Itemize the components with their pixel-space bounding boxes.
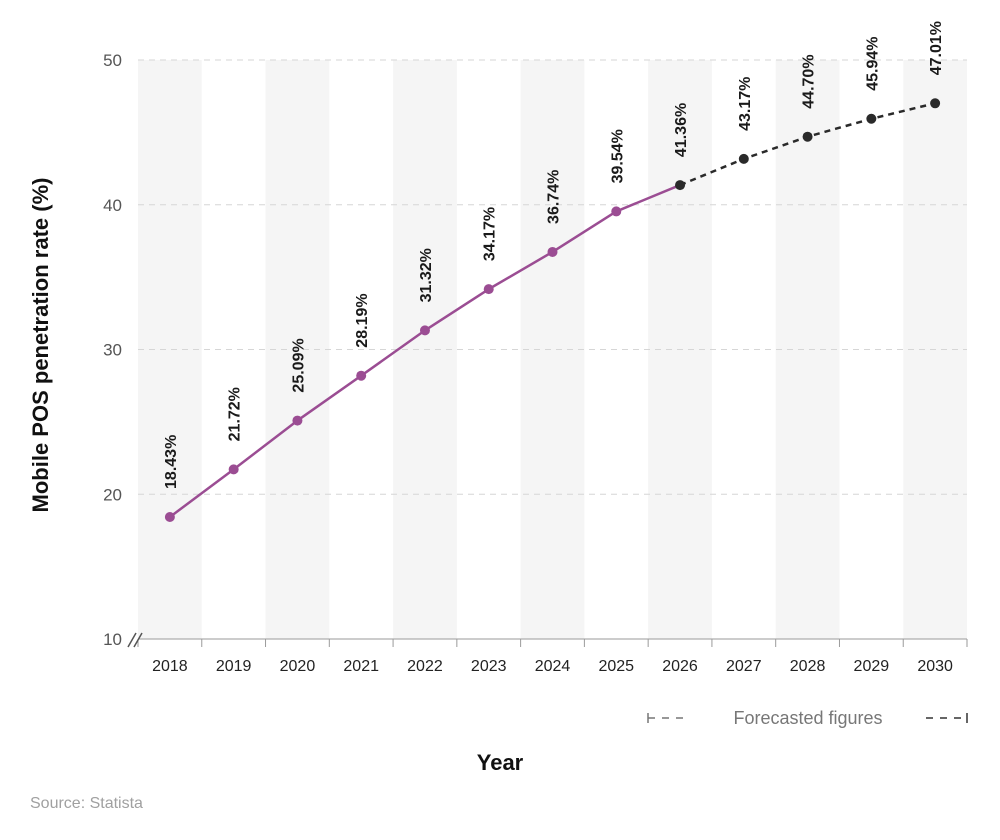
axis-break-icon <box>127 632 143 648</box>
data-points <box>164 98 941 522</box>
data-label-2024: 36.74% <box>546 170 563 224</box>
data-point-2023 <box>483 284 494 295</box>
band-2024 <box>520 60 585 639</box>
data-label-2018: 18.43% <box>163 435 180 489</box>
data-label-2027: 43.17% <box>737 77 754 131</box>
data-label-2029: 45.94% <box>864 37 881 91</box>
data-label-2021: 28.19% <box>354 293 371 347</box>
data-point-2022 <box>419 325 430 336</box>
x-axis-title: Year <box>477 750 524 775</box>
data-label-2026: 41.36% <box>673 103 690 157</box>
x-tick-2026: 2026 <box>662 658 698 675</box>
y-tick-20: 20 <box>103 485 122 504</box>
data-point-2020 <box>292 415 303 426</box>
x-tick-2025: 2025 <box>598 658 634 675</box>
y-tick-40: 40 <box>103 196 122 215</box>
data-point-2028 <box>802 131 813 142</box>
x-axis: 2018 2019 2020 2021 2022 2023 2024 2025 2026 2027… <box>127 632 968 675</box>
data-point-2019 <box>228 464 239 475</box>
data-point-2030 <box>930 98 941 109</box>
data-point-2024 <box>547 246 558 257</box>
x-tick-2018: 2018 <box>152 658 188 675</box>
data-label-2023: 34.17% <box>482 207 499 261</box>
legend-label: Forecasted figures <box>733 708 882 728</box>
data-label-2022: 31.32% <box>418 248 435 302</box>
x-tick-2019: 2019 <box>216 658 252 675</box>
data-point-2027 <box>738 153 749 164</box>
source-note: Source: Statista <box>30 795 143 812</box>
x-tick-2022: 2022 <box>407 658 443 675</box>
y-tick-50: 50 <box>103 51 122 70</box>
data-point-2029 <box>866 113 877 124</box>
y-tick-30: 30 <box>103 341 122 360</box>
data-labels: 18.43% 21.72% 25.09% 28.19% 31.32% 34.17% 36.7… <box>163 21 945 489</box>
band-2028 <box>775 60 840 639</box>
data-label-2020: 25.09% <box>290 338 307 392</box>
y-tick-10: 10 <box>103 630 122 649</box>
x-tick-2027: 2027 <box>726 658 762 675</box>
data-point-2026 <box>675 180 686 191</box>
data-point-2018 <box>164 511 175 522</box>
x-tick-2023: 2023 <box>471 658 507 675</box>
y-axis-title: Mobile POS penetration rate (%) <box>28 178 53 513</box>
x-tick-2021: 2021 <box>343 658 379 675</box>
x-tick-2029: 2029 <box>854 658 890 675</box>
data-point-2025 <box>611 206 622 217</box>
data-label-2019: 21.72% <box>227 387 244 441</box>
x-tick-2030: 2030 <box>917 658 953 675</box>
legend: Forecasted figures <box>647 708 968 728</box>
y-axis-ticks: 10 20 30 40 50 <box>103 51 122 649</box>
data-label-2028: 44.70% <box>801 54 818 108</box>
data-label-2030: 47.01% <box>928 21 945 75</box>
data-point-2021 <box>356 370 367 381</box>
x-tick-2024: 2024 <box>535 658 571 675</box>
band-2018 <box>138 60 202 639</box>
data-label-2025: 39.54% <box>609 129 626 183</box>
x-tick-2020: 2020 <box>280 658 316 675</box>
x-tick-2028: 2028 <box>790 658 826 675</box>
